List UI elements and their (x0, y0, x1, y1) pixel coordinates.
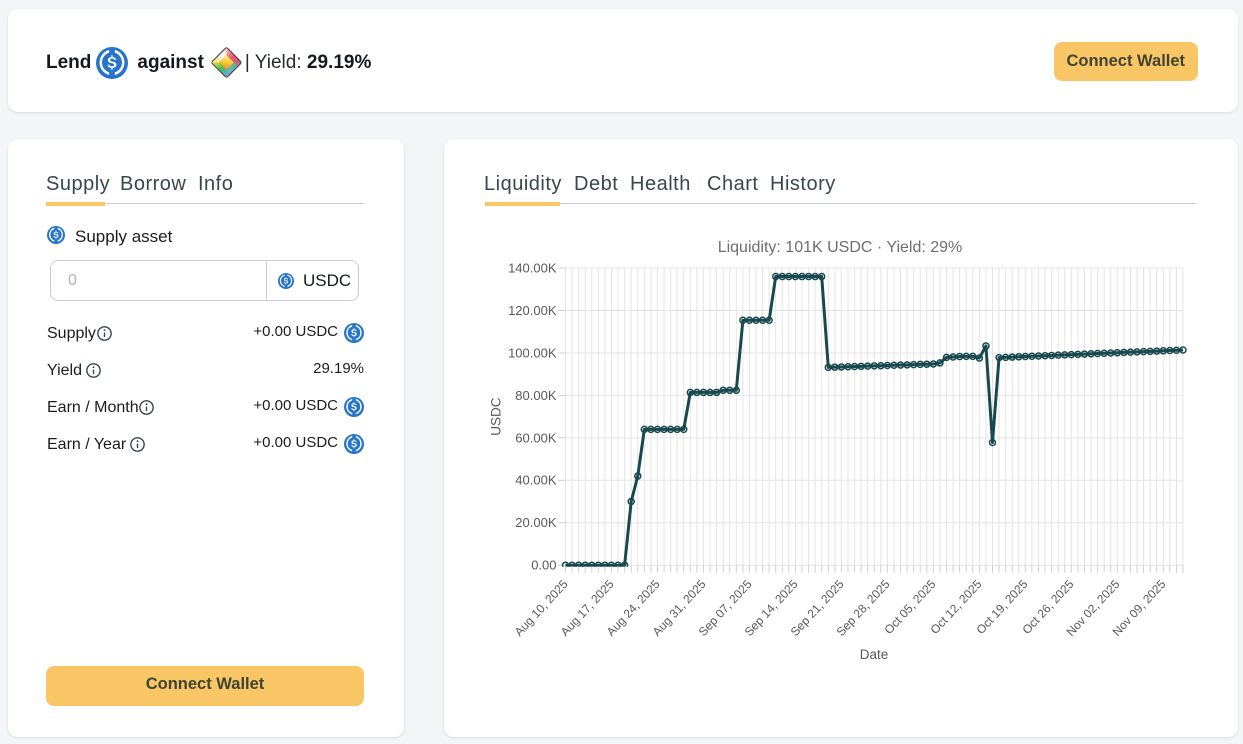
svg-text:120.00K: 120.00K (508, 303, 557, 318)
svg-text:40.00K: 40.00K (515, 473, 557, 488)
svg-text:60.00K: 60.00K (515, 430, 557, 445)
svg-text:140.00K: 140.00K (508, 260, 557, 275)
svg-text:USDC: USDC (489, 397, 504, 436)
svg-text:100.00K: 100.00K (508, 345, 557, 360)
svg-text:Liquidity: 101K USDC · Yield:: Liquidity: 101K USDC · Yield: 29% (718, 239, 963, 256)
svg-text:20.00K: 20.00K (515, 515, 557, 530)
svg-text:Date: Date (860, 647, 889, 662)
svg-text:0.00: 0.00 (531, 558, 556, 573)
svg-text:80.00K: 80.00K (515, 388, 557, 403)
